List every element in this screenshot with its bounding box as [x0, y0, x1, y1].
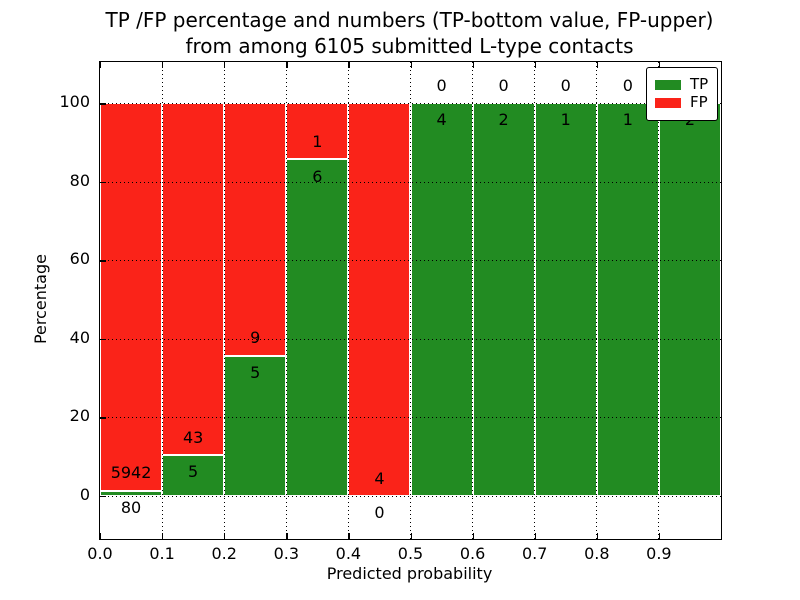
x-tick-label: 0.4 [335, 544, 362, 563]
tp-count-label: 1 [622, 110, 633, 130]
x-tick-label: 0.2 [211, 544, 237, 563]
x-tick-mark [162, 533, 164, 539]
tp-count-label: 80 [120, 497, 142, 517]
x-tick-mark-top [472, 62, 474, 68]
tp-count-label: 1 [560, 110, 571, 130]
tp-count-label: 6 [312, 166, 323, 186]
legend-item-fp: FP [655, 95, 708, 110]
x-tick-mark [410, 533, 412, 539]
x-tick-mark-top [534, 62, 536, 68]
fp-count-label: 43 [182, 427, 204, 447]
tp-count-label: 2 [498, 110, 509, 130]
x-tick-label: 0.9 [646, 544, 672, 563]
x-tick-mark [658, 533, 661, 539]
fp-count-label: 5942 [110, 463, 152, 483]
x-tick-label: 0.1 [149, 544, 175, 563]
tp-bar-segment [224, 355, 287, 496]
y-tick-label: 20 [69, 406, 90, 426]
x-tick-label: 0.7 [521, 544, 548, 563]
tp-bar-segment [596, 103, 659, 496]
x-tick-label: 0.0 [87, 544, 113, 563]
x-tick-mark-top [348, 62, 350, 68]
tp-bar-segment [658, 103, 721, 496]
x-gridline [285, 62, 287, 539]
y-tick-mark [100, 495, 106, 498]
fp-bar-segment [224, 103, 287, 356]
x-gridline [223, 62, 225, 539]
x-axis-label: Predicted probability [326, 564, 493, 583]
y-tick-mark [100, 103, 106, 105]
chart-title-line-2: from among 6105 submitted L-type contact… [185, 34, 634, 58]
fp-bar-segment [162, 103, 225, 455]
chart-title-line-1: TP /FP percentage and numbers (TP-bottom… [105, 8, 714, 32]
fp-count-label: 0 [560, 75, 571, 95]
plot-area: 0.0 0.1 0.2 0.3 0.4 0.5 0.6 0.7 0.8 0.9 5942 80 43 5 9… [87, 61, 723, 563]
y-tick-label: 60 [69, 249, 90, 269]
legend-label-fp: FP [690, 93, 708, 111]
x-tick-mark [721, 533, 723, 539]
fp-count-label: 0 [498, 75, 509, 95]
x-tick-mark-top [658, 62, 661, 68]
x-tick-mark-top [286, 62, 288, 68]
tp-count-label: 5 [188, 462, 199, 482]
x-tick-mark-top [410, 62, 412, 68]
y-tick-label: 80 [69, 170, 90, 190]
x-gridline [161, 62, 163, 539]
fp-count-label: 0 [622, 75, 633, 95]
tp-bar-segment [472, 103, 535, 496]
x-tick-mark-top [224, 62, 226, 68]
x-tick-label: 0.8 [584, 544, 610, 563]
x-tick-mark [286, 533, 288, 539]
x-tick-mark [224, 533, 226, 539]
x-tick-label: 0.3 [273, 544, 300, 563]
x-tick-mark [348, 533, 350, 539]
x-tick-mark-top [100, 62, 102, 68]
y-tick-label: 40 [69, 327, 90, 347]
y-tick-mark [100, 181, 106, 184]
tp-bar-segment [162, 454, 225, 496]
fp-count-label: 9 [250, 328, 261, 348]
tp-count-label: 0 [374, 503, 385, 523]
x-gridline [596, 62, 598, 539]
x-tick-mark-top [596, 62, 599, 68]
y-tick-label: 0 [79, 484, 90, 504]
x-gridline [658, 62, 660, 539]
legend: TP FP [646, 67, 719, 121]
tp-bar-segment [100, 490, 163, 496]
fp-swatch-icon [655, 97, 681, 108]
fp-bar-segment [348, 103, 411, 496]
x-tick-label: 0.6 [459, 544, 486, 563]
x-tick-mark [596, 533, 599, 539]
y-tick-mark [100, 338, 106, 341]
tp-bar-segment [286, 159, 349, 496]
tp-count-label: 4 [436, 110, 447, 130]
legend-item-tp: TP [655, 77, 708, 92]
y-axis-label: Percentage [31, 254, 50, 345]
x-gridline [534, 62, 536, 539]
y-tick-mark [100, 417, 106, 419]
x-tick-mark [100, 533, 102, 539]
x-gridline [410, 62, 411, 539]
x-tick-mark-top [721, 62, 723, 68]
x-gridline [472, 62, 474, 539]
fp-count-label: 0 [436, 75, 447, 95]
x-tick-label: 0.5 [397, 544, 424, 563]
fp-bar-segment [100, 103, 163, 491]
x-tick-mark [472, 533, 474, 539]
tp-bar-segment [410, 103, 473, 496]
tp-swatch-icon [655, 79, 681, 90]
x-gridline [347, 62, 349, 539]
chart-title: TP /FP percentage and numbers (TP-bottom… [99, 7, 720, 59]
fp-count-label: 4 [374, 468, 385, 488]
x-tick-mark-top [162, 62, 164, 68]
y-tick-mark [100, 260, 106, 262]
tp-bar-segment [534, 103, 597, 496]
fp-count-label: 1 [312, 132, 323, 152]
legend-label-tp: TP [690, 75, 709, 93]
y-tick-label: 100 [59, 92, 90, 112]
tp-count-label: 5 [250, 362, 261, 382]
x-tick-mark [534, 533, 536, 539]
